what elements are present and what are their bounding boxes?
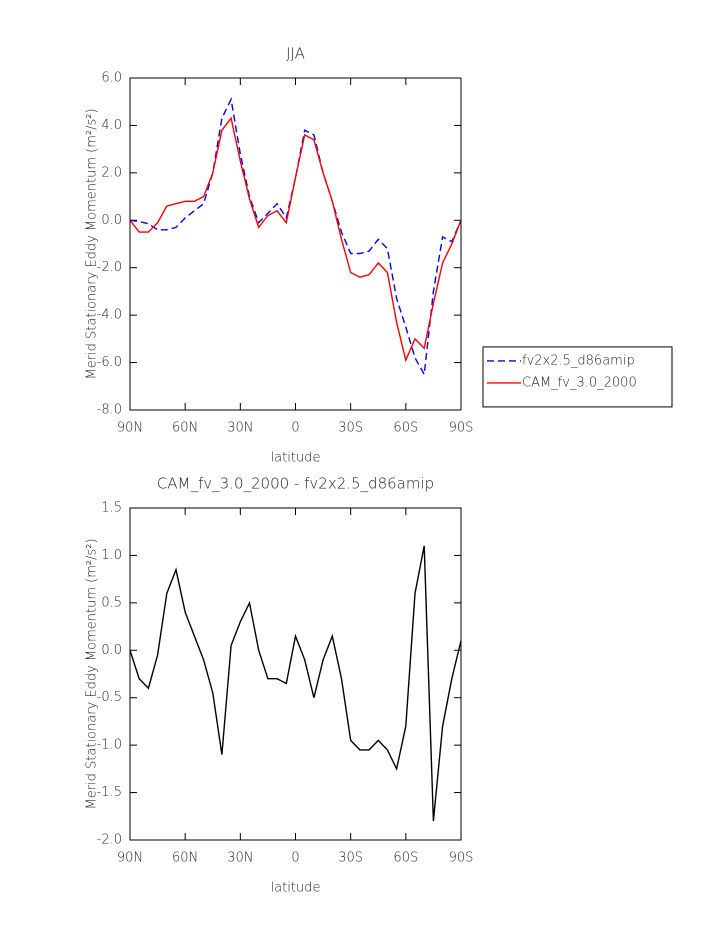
x-tick-label: 0: [291, 851, 299, 866]
y-tick-label: 0.0: [101, 643, 122, 658]
chart-title: CAM_fv_3.0_2000 - fv2x2.5_d86amip: [157, 475, 434, 493]
y-tick-label: -1.5: [97, 785, 122, 800]
x-tick-label: 60S: [393, 851, 418, 866]
data-line: [129, 97, 462, 377]
legend-label: fv2x2.5_d86amip: [522, 353, 635, 368]
x-tick-label: 0: [291, 421, 299, 436]
x-tick-label: 90N: [117, 421, 143, 436]
chart-title: JJA: [286, 45, 305, 63]
y-tick-label: -6.0: [97, 355, 122, 370]
y-tick-label: -4.0: [97, 308, 122, 323]
y-tick-label: -2.0: [97, 833, 122, 848]
x-tick-label: 30S: [338, 421, 363, 436]
x-tick-label: 30S: [338, 851, 363, 866]
y-axis-label: Merid Stationary Eddy Momentum (m²/s²): [85, 108, 100, 379]
y-axis-label: Merid Stationary Eddy Momentum (m²/s²): [85, 538, 100, 809]
x-tick-label: 30N: [227, 851, 253, 866]
x-axis-label: latitude: [271, 881, 321, 896]
plot-frame: [129, 77, 462, 411]
legend-box: [482, 346, 673, 408]
legend-label: CAM_fv_3.0_2000: [522, 375, 637, 390]
y-tick-label: 1.0: [101, 548, 122, 563]
y-tick-label: 4.0: [101, 118, 122, 133]
x-tick-label: 90N: [117, 851, 143, 866]
x-tick-label: 60N: [172, 851, 198, 866]
x-tick-label: 60S: [393, 421, 418, 436]
y-tick-label: -1.0: [97, 738, 122, 753]
y-tick-label: -0.5: [97, 690, 122, 705]
y-tick-label: 2.0: [101, 165, 122, 180]
y-tick-label: 1.5: [101, 501, 122, 516]
y-tick-label: -8.0: [97, 403, 122, 418]
data-line: [129, 545, 462, 822]
x-axis-label: latitude: [271, 451, 321, 466]
y-tick-label: 6.0: [101, 71, 122, 86]
y-tick-label: 0.5: [101, 595, 122, 610]
x-tick-label: 90S: [449, 421, 474, 436]
y-tick-label: 0.0: [101, 213, 122, 228]
x-tick-label: 60N: [172, 421, 198, 436]
x-tick-label: 90S: [449, 851, 474, 866]
data-line: [129, 116, 462, 363]
y-tick-label: -2.0: [97, 260, 122, 275]
x-tick-label: 30N: [227, 421, 253, 436]
plot-frame: [129, 507, 462, 841]
